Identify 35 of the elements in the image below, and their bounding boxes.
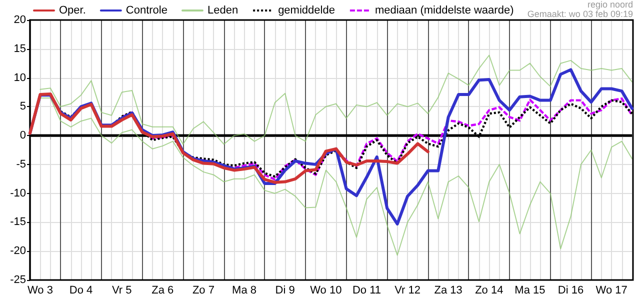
line-series — [40, 98, 632, 256]
legend-label: Leden — [207, 4, 238, 16]
y-tick-label: -20 — [10, 245, 26, 258]
x-tick-label: Di 16 — [558, 284, 584, 296]
x-tick-label: Do 4 — [69, 284, 93, 296]
y-tick-label: -10 — [10, 187, 26, 200]
x-tick-label: Wo 10 — [310, 284, 342, 296]
text: Gemaakt: wo 03 feb 09:19 — [527, 9, 633, 19]
x-tick-label: Wo 3 — [27, 284, 53, 296]
x-tick-label: Ma 8 — [232, 284, 257, 296]
x-tick-label: Di 9 — [275, 284, 295, 296]
x-tick-label: Zo 14 — [475, 284, 504, 296]
x-tick-label: Vr 5 — [112, 284, 132, 296]
legend-label: Controle — [126, 4, 168, 16]
y-tick-label: 15 — [14, 42, 26, 55]
x-tick-label: Vr 12 — [394, 284, 420, 296]
legend-label: gemiddelde — [278, 4, 335, 16]
legend-label: Oper. — [59, 4, 86, 16]
x-tick-label: Ma 15 — [514, 284, 546, 296]
y-tick-label: 0 — [20, 130, 26, 142]
legend-label: mediaan (middelste waarde) — [374, 4, 514, 16]
line-series — [40, 54, 632, 145]
x-tick-label: Do 11 — [352, 284, 381, 296]
text: regio noord — [587, 0, 633, 10]
y-tick-label: -15 — [10, 216, 26, 228]
line-series — [28, 92, 430, 184]
y-tick-label: 20 — [14, 14, 26, 26]
y-tick-label: -5 — [16, 158, 26, 170]
x-tick-label: Wo 17 — [596, 284, 628, 296]
y-tick-label: -25 — [10, 274, 26, 286]
x-tick-label: Zo 7 — [192, 284, 214, 296]
x-tick-label: Za 6 — [152, 284, 174, 296]
x-tick-label: Za 13 — [434, 284, 462, 296]
y-tick-label: 10 — [14, 72, 26, 84]
y-tick-label: 5 — [20, 100, 26, 113]
